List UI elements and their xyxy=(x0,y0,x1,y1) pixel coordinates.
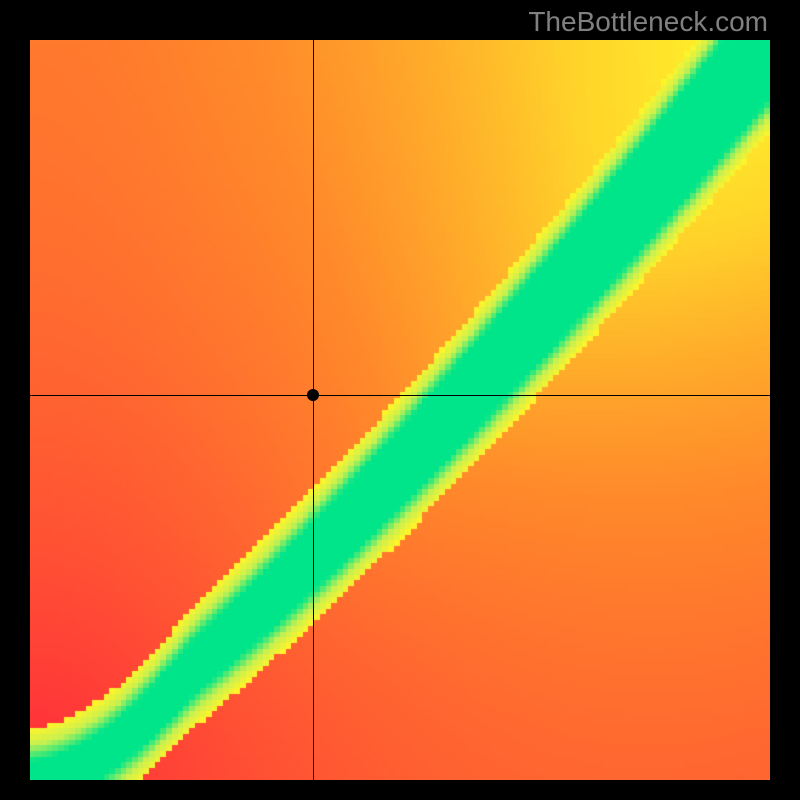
heatmap-canvas xyxy=(30,40,770,780)
plot-area xyxy=(30,40,770,780)
crosshair-vertical xyxy=(313,40,314,780)
watermark-text: TheBottleneck.com xyxy=(528,6,768,38)
chart-container: TheBottleneck.com xyxy=(0,0,800,800)
crosshair-horizontal xyxy=(30,395,770,396)
intersection-marker xyxy=(307,389,319,401)
